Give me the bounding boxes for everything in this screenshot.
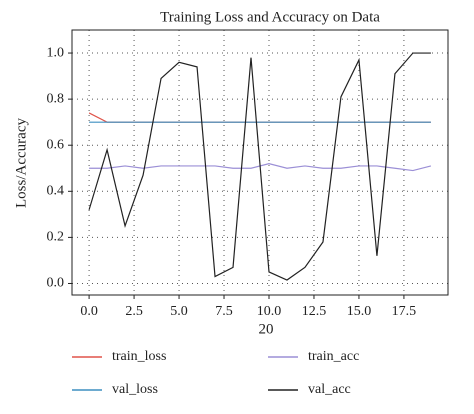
y-tick-label: 1.0: [47, 45, 65, 60]
x-tick-label: 15.0: [347, 304, 372, 319]
x-tick-label: 12.5: [302, 304, 327, 319]
x-tick-label: 0.0: [80, 304, 98, 319]
y-tick-label: 0.8: [47, 91, 65, 106]
x-tick-label: 7.5: [215, 304, 233, 319]
x-tick-label: 5.0: [170, 304, 188, 319]
x-axis-label: 20: [259, 321, 274, 337]
plot-frame: [71, 29, 449, 296]
legend-label: val_loss: [112, 382, 158, 397]
y-tick-label: 0.2: [47, 230, 65, 245]
y-tick-label: 0.0: [47, 276, 65, 291]
chart-title: Training Loss and Accuracy on Data: [160, 9, 380, 25]
legend-label: val_acc: [308, 382, 351, 397]
y-axis-label: Loss/Accuracy: [13, 118, 29, 208]
x-tick-label: 10.0: [257, 304, 282, 319]
x-tick-label: 2.5: [125, 304, 143, 319]
series-line: [88, 112, 431, 123]
y-tick-label: 0.6: [47, 137, 65, 152]
legend-label: train_acc: [308, 349, 359, 364]
x-tick-label: 17.5: [392, 304, 417, 319]
y-tick-label: 0.4: [47, 184, 65, 199]
legend-label: train_loss: [112, 349, 166, 364]
series-line: [88, 52, 431, 281]
